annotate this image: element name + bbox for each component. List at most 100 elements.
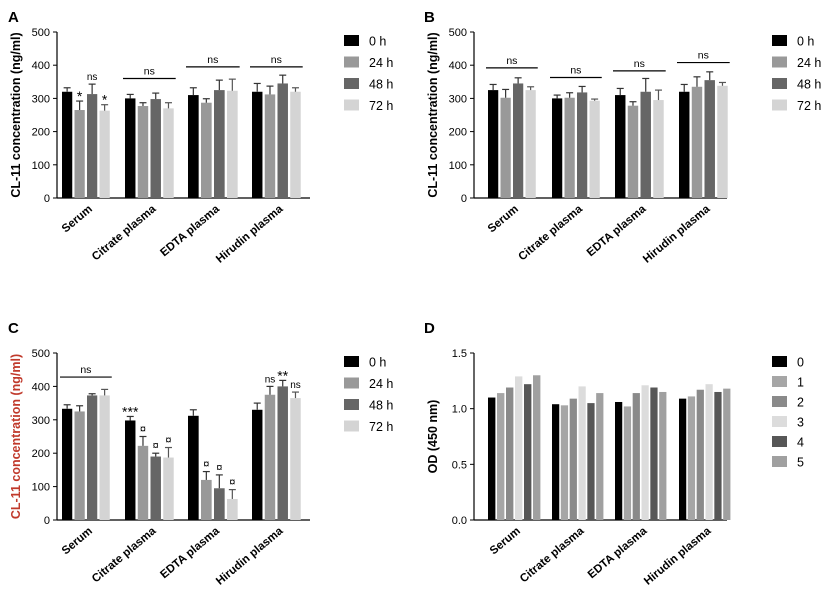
x-tick-label: Hirudin plasma [214, 203, 286, 266]
significance-label: ¤ [140, 424, 146, 436]
y-tick-label: 200 [32, 127, 50, 139]
significance-label: ns [207, 54, 218, 66]
y-axis-label: CL-11 concentration (ng/ml) [9, 354, 23, 519]
legend-swatch [344, 56, 359, 68]
x-tick-label: EDTA plasma [158, 525, 222, 581]
x-tick-label: Serum [60, 525, 95, 557]
significance-label: ** [277, 367, 288, 383]
bar [679, 91, 690, 198]
y-tick-label: 0 [44, 515, 50, 527]
bar [687, 396, 696, 520]
bar [596, 393, 604, 520]
legend-label: 5 [797, 456, 804, 470]
legend-swatch [772, 99, 787, 111]
x-tick-label: EDTA plasma [585, 203, 649, 259]
legend-label: 48 h [369, 78, 393, 92]
significance-label: ns [87, 72, 98, 83]
bar [201, 479, 212, 520]
legend-swatch [772, 456, 787, 467]
y-tick-label: 300 [32, 415, 50, 427]
y-tick-label: 200 [32, 448, 50, 460]
y-tick-label: 500 [32, 348, 50, 360]
legend-swatch [344, 420, 359, 432]
bar [201, 102, 212, 198]
x-tick-label: EDTA plasma [586, 525, 650, 581]
bar [188, 415, 199, 520]
bar [533, 375, 541, 520]
legend-swatch [344, 99, 359, 111]
x-tick-label: Hirudin plasma [642, 525, 714, 588]
bar [264, 394, 276, 520]
legend-swatch [772, 35, 787, 46]
bar [87, 94, 98, 198]
bar [62, 91, 73, 198]
bar [525, 90, 536, 198]
legend-swatch [772, 436, 787, 447]
y-tick-label: 1.0 [452, 404, 467, 416]
bar [488, 90, 499, 198]
significance-label: ¤ [216, 462, 222, 474]
bar [277, 386, 288, 520]
bar [659, 391, 667, 520]
bar [264, 94, 276, 198]
bar [488, 397, 496, 520]
significance-label: ns [144, 65, 155, 77]
y-tick-label: 0 [44, 193, 50, 205]
bar [74, 110, 85, 198]
y-tick-label: 100 [449, 160, 467, 172]
y-tick-label: 500 [32, 27, 50, 39]
x-tick-label: Serum [486, 203, 521, 235]
bar [641, 385, 649, 520]
significance-label: ¤ [203, 459, 209, 471]
legend-swatch [344, 377, 359, 389]
bar [569, 398, 577, 520]
legend-label: 1 [797, 376, 804, 390]
significance-label: ns [290, 380, 301, 391]
bar [714, 391, 722, 520]
significance-label: ¤ [165, 435, 171, 447]
legend-label: 0 h [797, 35, 814, 49]
significance-label: ¤ [153, 440, 159, 452]
legend-swatch [344, 35, 359, 46]
legend-swatch [772, 416, 787, 427]
y-axis-label: CL-11 concentration (ng/ml) [426, 32, 440, 197]
y-tick-label: 100 [32, 482, 50, 494]
bar [137, 445, 149, 520]
bar [679, 398, 687, 520]
panel-letter: D [424, 320, 435, 337]
bar [277, 83, 288, 198]
bar [99, 395, 110, 520]
x-tick-label: Citrate plasma [90, 203, 159, 264]
bar [524, 384, 532, 520]
bar [252, 91, 263, 198]
bar [150, 99, 161, 198]
significance-label: ns [271, 54, 282, 66]
significance-label: ns [698, 50, 709, 62]
significance-label: * [77, 88, 83, 104]
bar [163, 108, 174, 198]
panel-letter: C [8, 320, 19, 337]
bar [623, 406, 632, 520]
x-tick-label: Citrate plasma [518, 525, 587, 586]
bar [99, 110, 110, 198]
bar [137, 106, 149, 198]
legend-swatch [344, 399, 359, 410]
bar [696, 389, 704, 520]
legend-label: 72 h [797, 99, 821, 113]
legend-label: 0 h [369, 35, 386, 49]
bar [589, 100, 600, 198]
legend-label: 4 [797, 436, 804, 450]
bar [587, 403, 595, 520]
legend-label: 0 [797, 356, 804, 370]
significance-label: ns [265, 374, 276, 385]
bar [62, 408, 73, 520]
significance-label: * [102, 92, 108, 108]
bar [705, 384, 713, 520]
bar [290, 398, 301, 520]
panel-letter: B [424, 9, 435, 26]
x-tick-label: Citrate plasma [90, 525, 159, 586]
x-tick-label: Hirudin plasma [214, 525, 286, 588]
significance-label: ns [506, 55, 517, 67]
legend-label: 72 h [369, 420, 393, 434]
